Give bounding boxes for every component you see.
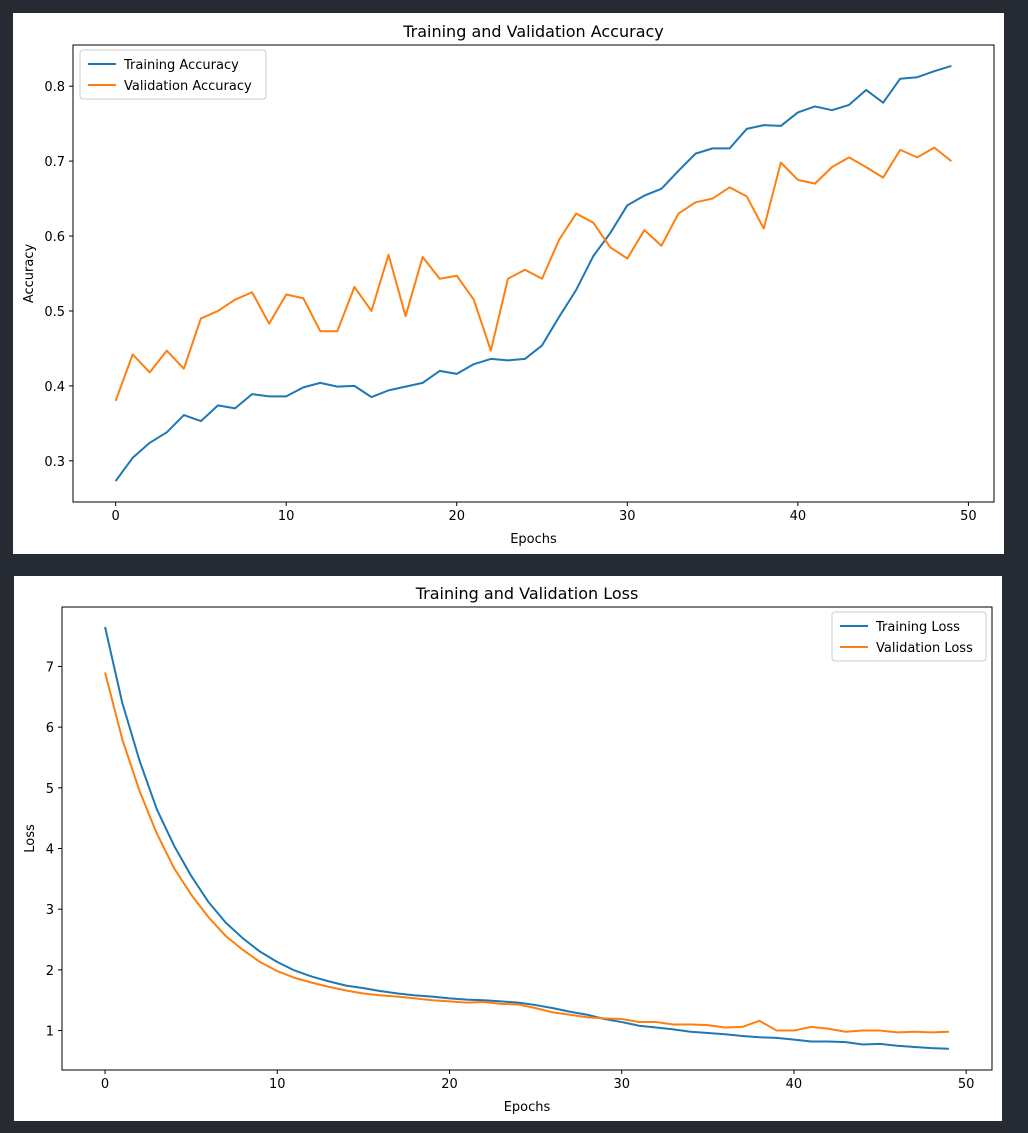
acc-x-tick-label: 20 <box>448 509 465 524</box>
acc-y-axis-label: Accuracy <box>22 244 37 304</box>
loss-legend-label: Validation Loss <box>876 641 973 656</box>
acc-series-training-line <box>114 65 952 482</box>
loss-y-tick-label: 7 <box>46 660 54 675</box>
loss-x-axis-label: Epochs <box>504 1100 551 1115</box>
loss-plot-frame <box>61 606 993 1071</box>
loss-y-tick-label: 6 <box>46 721 54 736</box>
acc-legend: Training Accuracy Validation Accuracy <box>79 49 267 100</box>
acc-legend-label: Training Accuracy <box>123 58 239 73</box>
acc-y-tick-label: 0.5 <box>44 305 65 320</box>
loss-y-tick-label: 2 <box>46 964 54 979</box>
acc-x-tick-label: 30 <box>619 509 636 524</box>
acc-x-tick-label: 0 <box>111 509 119 524</box>
loss-series-validation-line <box>104 672 949 1034</box>
acc-y-tick-label: 0.7 <box>44 155 65 170</box>
loss-chart-panel: Training and Validation Loss 0 10 20 30 40 50 1… <box>14 576 1002 1121</box>
accuracy-chart-panel: Training and Validation Accuracy 0 10 20 30 4… <box>13 13 1004 554</box>
acc-plot-frame <box>72 44 995 503</box>
loss-legend-label: Training Loss <box>875 620 960 635</box>
loss-x-tick-label: 40 <box>786 1077 803 1092</box>
loss-x-tick-label: 30 <box>613 1077 630 1092</box>
acc-y-tick-label: 0.3 <box>44 455 65 470</box>
loss-y-tick-label: 3 <box>46 903 54 918</box>
loss-chart: Training and Validation Loss 0 10 20 30 40 50 1… <box>23 584 993 1115</box>
acc-y-tick-label: 0.4 <box>44 380 65 395</box>
loss-legend-box <box>831 611 987 662</box>
acc-series-validation-line <box>114 146 952 402</box>
loss-legend: Training Loss Validation Loss <box>831 611 987 662</box>
acc-chart-title: Training and Validation Accuracy <box>402 22 664 41</box>
loss-y-tick-label: 4 <box>46 843 54 858</box>
acc-x-tick-label: 40 <box>790 509 807 524</box>
acc-x-tick-label: 10 <box>278 509 295 524</box>
acc-legend-box <box>79 49 267 100</box>
loss-x-tick-label: 0 <box>101 1077 109 1092</box>
accuracy-chart: Training and Validation Accuracy 0 10 20 30 4… <box>22 22 995 547</box>
acc-legend-label: Validation Accuracy <box>124 79 252 94</box>
loss-x-tick-label: 50 <box>958 1077 975 1092</box>
loss-chart-title: Training and Validation Loss <box>415 584 639 603</box>
acc-x-tick-label: 50 <box>960 509 977 524</box>
loss-x-tick-label: 10 <box>269 1077 286 1092</box>
acc-y-tick-label: 0.6 <box>44 230 65 245</box>
acc-y-tick-label: 0.8 <box>44 80 65 95</box>
loss-y-tick-label: 1 <box>46 1025 54 1040</box>
loss-y-tick-label: 5 <box>46 782 54 797</box>
loss-series-training-line <box>104 626 949 1050</box>
loss-x-tick-label: 20 <box>441 1077 458 1092</box>
acc-x-axis-label: Epochs <box>510 532 557 547</box>
loss-y-axis-label: Loss <box>23 824 38 853</box>
